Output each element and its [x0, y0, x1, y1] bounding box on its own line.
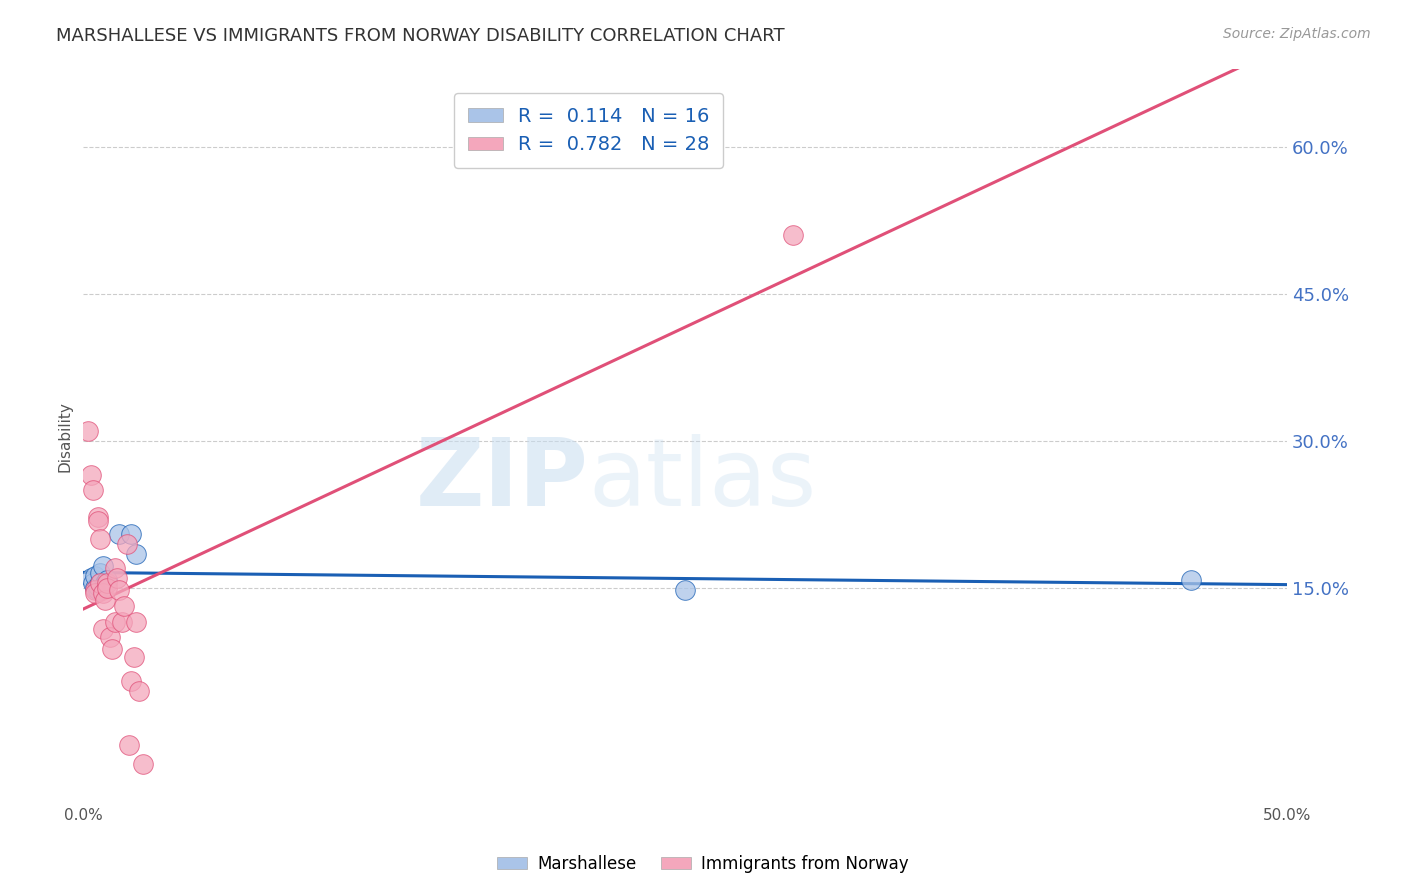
Point: [103, 615, 125, 630]
Point: [673, 582, 696, 597]
Point: [108, 582, 131, 597]
Point: [91, 586, 114, 600]
Point: [91, 559, 114, 574]
Point: [96, 573, 118, 587]
Point: [79, 468, 101, 483]
Point: [89, 566, 111, 581]
Point: [84, 569, 107, 583]
Point: [108, 527, 131, 541]
Legend: Marshallese, Immigrants from Norway: Marshallese, Immigrants from Norway: [491, 848, 915, 880]
Point: [125, 547, 148, 561]
Point: [94, 576, 117, 591]
Point: [89, 576, 111, 591]
Point: [1180, 573, 1202, 587]
Point: [120, 527, 142, 541]
Point: [96, 576, 118, 591]
Point: [111, 615, 134, 630]
Point: [87, 579, 110, 593]
Text: ZIP: ZIP: [416, 434, 589, 526]
Y-axis label: Disability: Disability: [58, 401, 72, 472]
Point: [91, 622, 114, 636]
Legend: R =  0.114   N = 16, R =  0.782   N = 28: R = 0.114 N = 16, R = 0.782 N = 28: [454, 93, 723, 168]
Point: [125, 615, 148, 630]
Point: [84, 581, 107, 595]
Point: [84, 582, 107, 597]
Point: [96, 581, 118, 595]
Point: [77, 424, 100, 438]
Point: [94, 592, 117, 607]
Point: [87, 514, 110, 528]
Point: [105, 571, 128, 585]
Point: [128, 684, 150, 698]
Point: [89, 576, 111, 591]
Point: [89, 532, 111, 546]
Point: [132, 757, 155, 772]
Point: [87, 582, 110, 597]
Text: atlas: atlas: [589, 434, 817, 526]
Point: [79, 571, 101, 585]
Point: [118, 738, 141, 752]
Point: [84, 586, 107, 600]
Point: [103, 561, 125, 575]
Text: Source: ZipAtlas.com: Source: ZipAtlas.com: [1223, 27, 1371, 41]
Point: [120, 674, 142, 689]
Text: MARSHALLESE VS IMMIGRANTS FROM NORWAY DISABILITY CORRELATION CHART: MARSHALLESE VS IMMIGRANTS FROM NORWAY DI…: [56, 27, 785, 45]
Point: [87, 510, 110, 524]
Point: [82, 576, 104, 591]
Point: [122, 649, 145, 664]
Point: [112, 599, 135, 613]
Point: [82, 483, 104, 497]
Point: [115, 537, 138, 551]
Point: [101, 641, 124, 656]
Point: [782, 228, 804, 243]
Point: [98, 630, 121, 644]
